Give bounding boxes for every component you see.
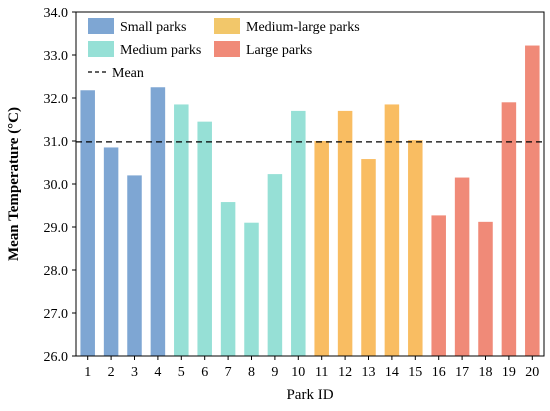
legend-swatch bbox=[88, 18, 114, 34]
x-tick-label: 2 bbox=[108, 365, 115, 380]
legend-label: Medium-large parks bbox=[246, 20, 360, 35]
x-tick-label: 15 bbox=[408, 365, 422, 380]
legend-label: Medium parks bbox=[120, 43, 201, 58]
y-tick-label: 32.0 bbox=[44, 92, 69, 107]
bar-park-1 bbox=[80, 90, 95, 356]
bars-layer bbox=[80, 45, 540, 357]
bar-park-15 bbox=[408, 140, 423, 356]
bar-park-16 bbox=[431, 215, 446, 356]
x-tick-label: 13 bbox=[362, 365, 376, 380]
bar-park-17 bbox=[454, 177, 470, 356]
bar-park-10 bbox=[291, 110, 306, 357]
x-axis-title: Park ID bbox=[286, 387, 333, 403]
legend-label: Mean bbox=[112, 66, 144, 81]
bar-park-7 bbox=[220, 202, 236, 356]
x-tick-label: 9 bbox=[271, 365, 278, 380]
legend-label: Large parks bbox=[246, 43, 312, 58]
x-tick-label: 10 bbox=[291, 365, 305, 380]
x-tick-label: 6 bbox=[201, 365, 208, 380]
x-tick-label: 19 bbox=[502, 365, 516, 380]
bar-park-13 bbox=[361, 159, 376, 356]
x-tick-label: 7 bbox=[225, 365, 232, 380]
x-tick-label: 20 bbox=[525, 365, 539, 380]
bar-park-4 bbox=[150, 87, 166, 356]
y-tick-label: 34.0 bbox=[44, 6, 69, 21]
bar-park-2 bbox=[103, 147, 119, 356]
bar-park-18 bbox=[478, 221, 493, 356]
bar-park-3 bbox=[127, 175, 142, 356]
x-tick-label: 17 bbox=[455, 365, 469, 380]
bar-park-20 bbox=[525, 45, 540, 356]
bar-park-5 bbox=[174, 104, 189, 356]
bar-park-8 bbox=[244, 222, 259, 356]
x-tick-label: 5 bbox=[178, 365, 185, 380]
x-tick-label: 18 bbox=[479, 365, 493, 380]
y-tick-label: 29.0 bbox=[44, 221, 69, 236]
plot-frame bbox=[75, 11, 545, 357]
bar-park-11 bbox=[314, 141, 329, 356]
y-axis-title: Mean Temperature (°C) bbox=[6, 107, 22, 261]
y-tick-label: 26.0 bbox=[44, 350, 69, 365]
legend: Small parks Medium-large parks Medium park… bbox=[88, 18, 360, 81]
legend-swatch bbox=[88, 41, 114, 57]
bar-park-12 bbox=[337, 110, 353, 357]
y-tick-label: 30.0 bbox=[44, 178, 69, 193]
legend-label: Small parks bbox=[120, 20, 187, 35]
y-tick-label: 27.0 bbox=[44, 307, 69, 322]
x-tick-label: 8 bbox=[248, 365, 255, 380]
x-tick-label: 3 bbox=[131, 365, 138, 380]
x-axis-ticks: 1 2 3 4 5 6 7 8 9 10 11 12 13 14 15 16 17 18 19 20 bbox=[84, 356, 539, 380]
x-tick-label: 12 bbox=[338, 365, 352, 380]
axes-layer bbox=[75, 11, 545, 357]
y-tick-label: 31.0 bbox=[44, 135, 69, 150]
legend-swatch bbox=[214, 41, 240, 57]
y-tick-label: 28.0 bbox=[44, 264, 69, 279]
bar-park-19 bbox=[501, 102, 517, 356]
x-tick-label: 11 bbox=[315, 365, 328, 380]
bar-park-9 bbox=[267, 174, 283, 356]
y-axis-ticks: 26.0 27.0 28.0 29.0 30.0 31.0 32.0 33.0 34.0 bbox=[44, 6, 76, 365]
x-tick-label: 1 bbox=[84, 365, 91, 380]
x-tick-label: 4 bbox=[154, 365, 161, 380]
legend-swatch bbox=[214, 18, 240, 34]
x-tick-label: 14 bbox=[385, 365, 399, 380]
y-tick-label: 33.0 bbox=[44, 49, 69, 64]
x-tick-label: 16 bbox=[432, 365, 446, 380]
bar-park-6 bbox=[197, 121, 212, 357]
bar-park-14 bbox=[384, 104, 400, 356]
